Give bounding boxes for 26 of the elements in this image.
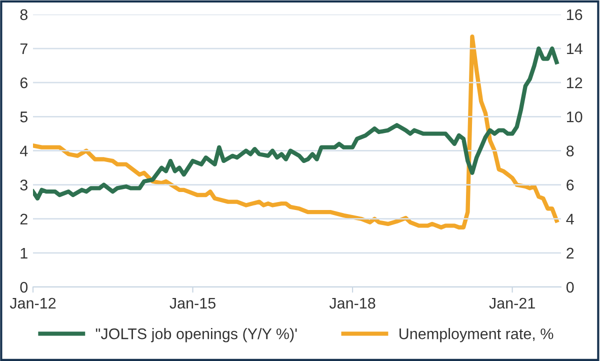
y-tick-label: 2 xyxy=(20,214,28,224)
y2-tick-label: 0 xyxy=(566,282,574,293)
x-tick-label: Jan-21 xyxy=(489,298,535,309)
y-tick-label: 8 xyxy=(20,9,28,20)
y-tick-label: 4 xyxy=(20,146,28,156)
y-tick-label: 7 xyxy=(20,44,28,54)
y2-tick-label: 16 xyxy=(567,9,582,20)
x-tick-label: Jan-15 xyxy=(170,298,216,309)
y-tick-label: 3 xyxy=(20,180,28,190)
line-series xyxy=(33,34,559,230)
y2-tick-label: 14 xyxy=(567,44,582,54)
line-series xyxy=(33,46,559,200)
legend-label: Unemployment rate, % xyxy=(400,328,554,342)
y-tick-label: 6 xyxy=(20,77,28,88)
y2-tick-label: 2 xyxy=(566,248,574,258)
y-tick-label: 0 xyxy=(20,282,28,293)
x-tick-label: Jan-12 xyxy=(10,298,56,309)
y2-tick-label: 12 xyxy=(567,77,582,88)
y2-tick-label: 10 xyxy=(567,112,582,122)
y-tick-label: 1 xyxy=(20,248,28,258)
y-tick-label: 5 xyxy=(20,112,28,122)
y2-tick-label: 6 xyxy=(566,180,574,190)
x-tick-label: Jan-18 xyxy=(329,298,376,309)
y2-tick-label: 4 xyxy=(566,214,574,224)
y2-tick-label: 8 xyxy=(566,146,574,156)
legend-label: "JOLTS job openings (Y/Y %)' xyxy=(96,328,297,342)
